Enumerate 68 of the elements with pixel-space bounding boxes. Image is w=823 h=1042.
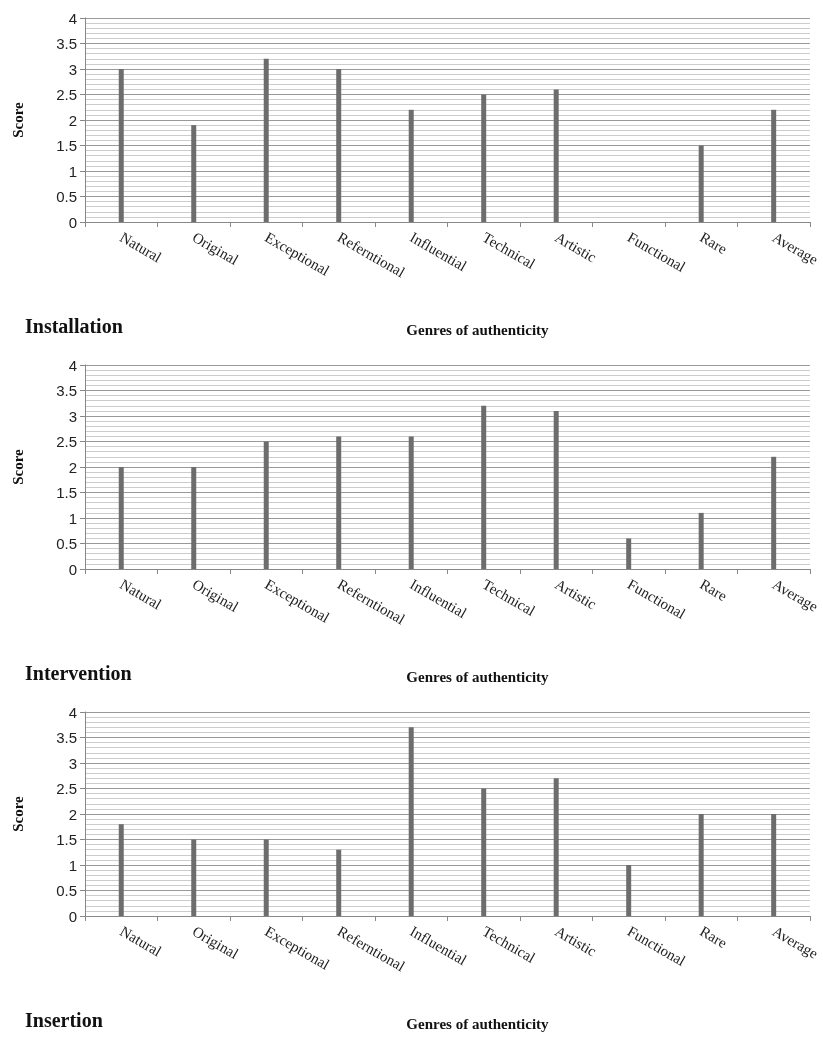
y-tick-label: 2	[68, 805, 77, 823]
y-tick-label: 2.5	[56, 433, 77, 450]
bar	[263, 839, 269, 916]
bar	[771, 456, 777, 569]
bar	[553, 778, 559, 916]
text: Installation	[25, 315, 123, 337]
x-tick-label: Rare	[697, 576, 730, 605]
bar	[698, 814, 704, 916]
y-tick-label: 1.5	[56, 484, 77, 501]
y-tick-label: 0.5	[56, 535, 77, 552]
x-axis-title: Genres of authenticity	[406, 1015, 550, 1032]
y-tick-label: 1.5	[56, 137, 77, 154]
bar	[191, 839, 197, 916]
y-tick-label: 3.5	[56, 35, 77, 52]
bar	[336, 436, 342, 569]
y-tick-label: 2.5	[56, 780, 77, 797]
y-tick-label: 0	[68, 907, 77, 925]
y-tick-label: 2	[68, 458, 77, 476]
y-tick-label: 3	[68, 60, 77, 78]
bar	[771, 814, 777, 916]
bar	[481, 94, 487, 222]
y-tick-label: 2	[68, 111, 77, 129]
bar	[336, 849, 342, 916]
y-tick-label: 3	[68, 407, 77, 425]
bar	[263, 58, 269, 222]
x-tick-label: Rare	[697, 923, 730, 952]
y-tick-label: 0	[68, 560, 77, 578]
bar	[118, 824, 124, 916]
bar	[481, 788, 487, 916]
y-tick-label: 2.5	[56, 86, 77, 103]
bar	[771, 109, 777, 222]
y-tick-label: 4	[68, 9, 77, 27]
y-tick-label: 4	[68, 703, 77, 721]
bar	[481, 405, 487, 569]
bar	[408, 109, 414, 222]
bar	[626, 865, 632, 916]
x-axis-title: Genres of authenticity	[406, 668, 550, 685]
y-tick-label: 1	[68, 509, 77, 527]
bar	[336, 69, 342, 222]
bar	[553, 89, 559, 222]
bar	[191, 467, 197, 569]
y-tick-label: 3	[68, 754, 77, 772]
text: Insertion	[25, 1009, 103, 1031]
bar	[626, 538, 632, 569]
y-axis-title: Score	[9, 795, 26, 832]
bar	[698, 512, 704, 569]
text: Intervention	[25, 662, 132, 684]
bar	[408, 727, 414, 916]
y-axis-title: Score	[9, 101, 26, 138]
y-tick-label: 4	[68, 356, 77, 374]
bar	[408, 436, 414, 569]
y-tick-label: 1.5	[56, 831, 77, 848]
y-axis-title: Score	[9, 448, 26, 485]
bar	[553, 410, 559, 569]
y-tick-label: 0.5	[56, 882, 77, 899]
bar	[263, 441, 269, 569]
bar	[118, 69, 124, 222]
bar	[698, 145, 704, 222]
y-tick-label: 0	[68, 213, 77, 231]
y-tick-label: 3.5	[56, 382, 77, 399]
y-tick-label: 0.5	[56, 188, 77, 205]
bar	[191, 125, 197, 222]
x-tick-label: Rare	[697, 229, 730, 258]
y-tick-label: 1	[68, 856, 77, 874]
y-tick-label: 1	[68, 162, 77, 180]
bar	[118, 467, 124, 569]
x-axis-title: Genres of authenticity	[406, 321, 550, 338]
y-tick-label: 3.5	[56, 729, 77, 746]
